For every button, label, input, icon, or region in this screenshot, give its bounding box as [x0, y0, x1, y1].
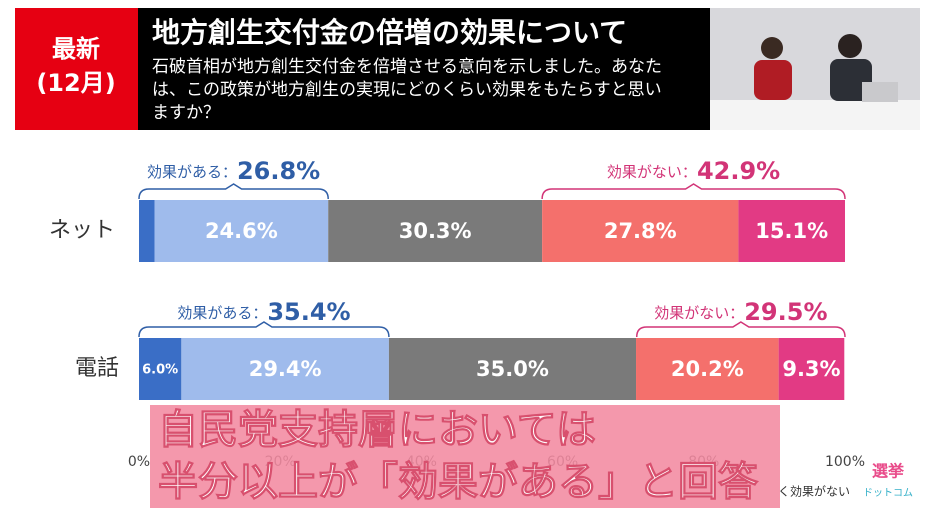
person-head [838, 34, 862, 58]
bar-segment [154, 200, 329, 262]
caption-box [150, 405, 780, 508]
bar-segment [328, 200, 543, 262]
person-body [830, 59, 872, 101]
bracket-value: 42.9% [697, 157, 780, 185]
logo: 選挙 [872, 462, 904, 481]
person-body [754, 60, 792, 100]
title: 地方創生交付金の倍増の効果について [152, 16, 627, 49]
bracket-label: 効果がある：26.8% [147, 157, 320, 185]
bracket-text: 効果がある： [147, 163, 237, 181]
bar-segment [139, 200, 155, 262]
bracket-label: 効果がない：42.9% [607, 157, 780, 185]
value-label: 20.2% [671, 357, 744, 381]
bar-segment [636, 338, 779, 400]
desk [710, 100, 920, 130]
value-label: 29.4% [249, 357, 322, 381]
value-label: 24.6% [205, 219, 278, 243]
bar-segment [778, 338, 845, 400]
badge [15, 8, 138, 130]
bracket-value: 26.8% [237, 157, 320, 185]
bracket-value: 29.5% [744, 298, 827, 326]
bar-segment [388, 338, 637, 400]
row-label: 電話 [75, 356, 119, 381]
bracket-label: 効果がある：35.4% [177, 298, 350, 326]
bracket [541, 183, 846, 200]
bracket [138, 183, 329, 200]
bracket [138, 321, 390, 338]
row-label: ネット [49, 218, 115, 243]
badge-line: 最新 [52, 35, 100, 63]
bracket-label: 効果がない：29.5% [654, 298, 827, 326]
value-label: 15.1% [755, 219, 828, 243]
bar-segment [542, 200, 739, 262]
person-head [761, 37, 783, 59]
bracket-text: 効果がない： [607, 163, 697, 181]
bracket-value: 35.4% [267, 298, 350, 326]
bracket [635, 321, 846, 338]
x-tick-label: 100% [825, 454, 865, 470]
question-line: は、この政策が地方創生の実現にどのくらい効果をもたらすと思い [152, 80, 662, 100]
x-tick-label: 0% [128, 454, 150, 470]
bar-segment [738, 200, 845, 262]
bar-segment [139, 338, 182, 400]
bar-segment [181, 338, 389, 400]
bracket-text: 効果がない： [654, 304, 744, 322]
legend-fragment: く効果がない [778, 484, 850, 499]
caption-line: 半分以上が「効果がある」と回答 [158, 459, 759, 505]
question-line: ますか？ [152, 103, 220, 123]
logo: ドットコム [863, 487, 913, 499]
video-inset [710, 8, 920, 130]
question-line: 石破首相が地方創生交付金を倍増させる意向を示しました。あなた [152, 57, 662, 77]
value-label: 9.3% [782, 357, 840, 381]
value-label: 30.3% [399, 219, 472, 243]
value-label: 27.8% [604, 219, 677, 243]
value-label: 35.0% [476, 357, 549, 381]
value-label: 6.0% [142, 363, 178, 378]
bracket-text: 効果がある： [177, 304, 267, 322]
laptop [862, 82, 898, 102]
badge-line: (12月) [36, 69, 115, 97]
caption-line: 自民党支持層においては [158, 407, 596, 453]
